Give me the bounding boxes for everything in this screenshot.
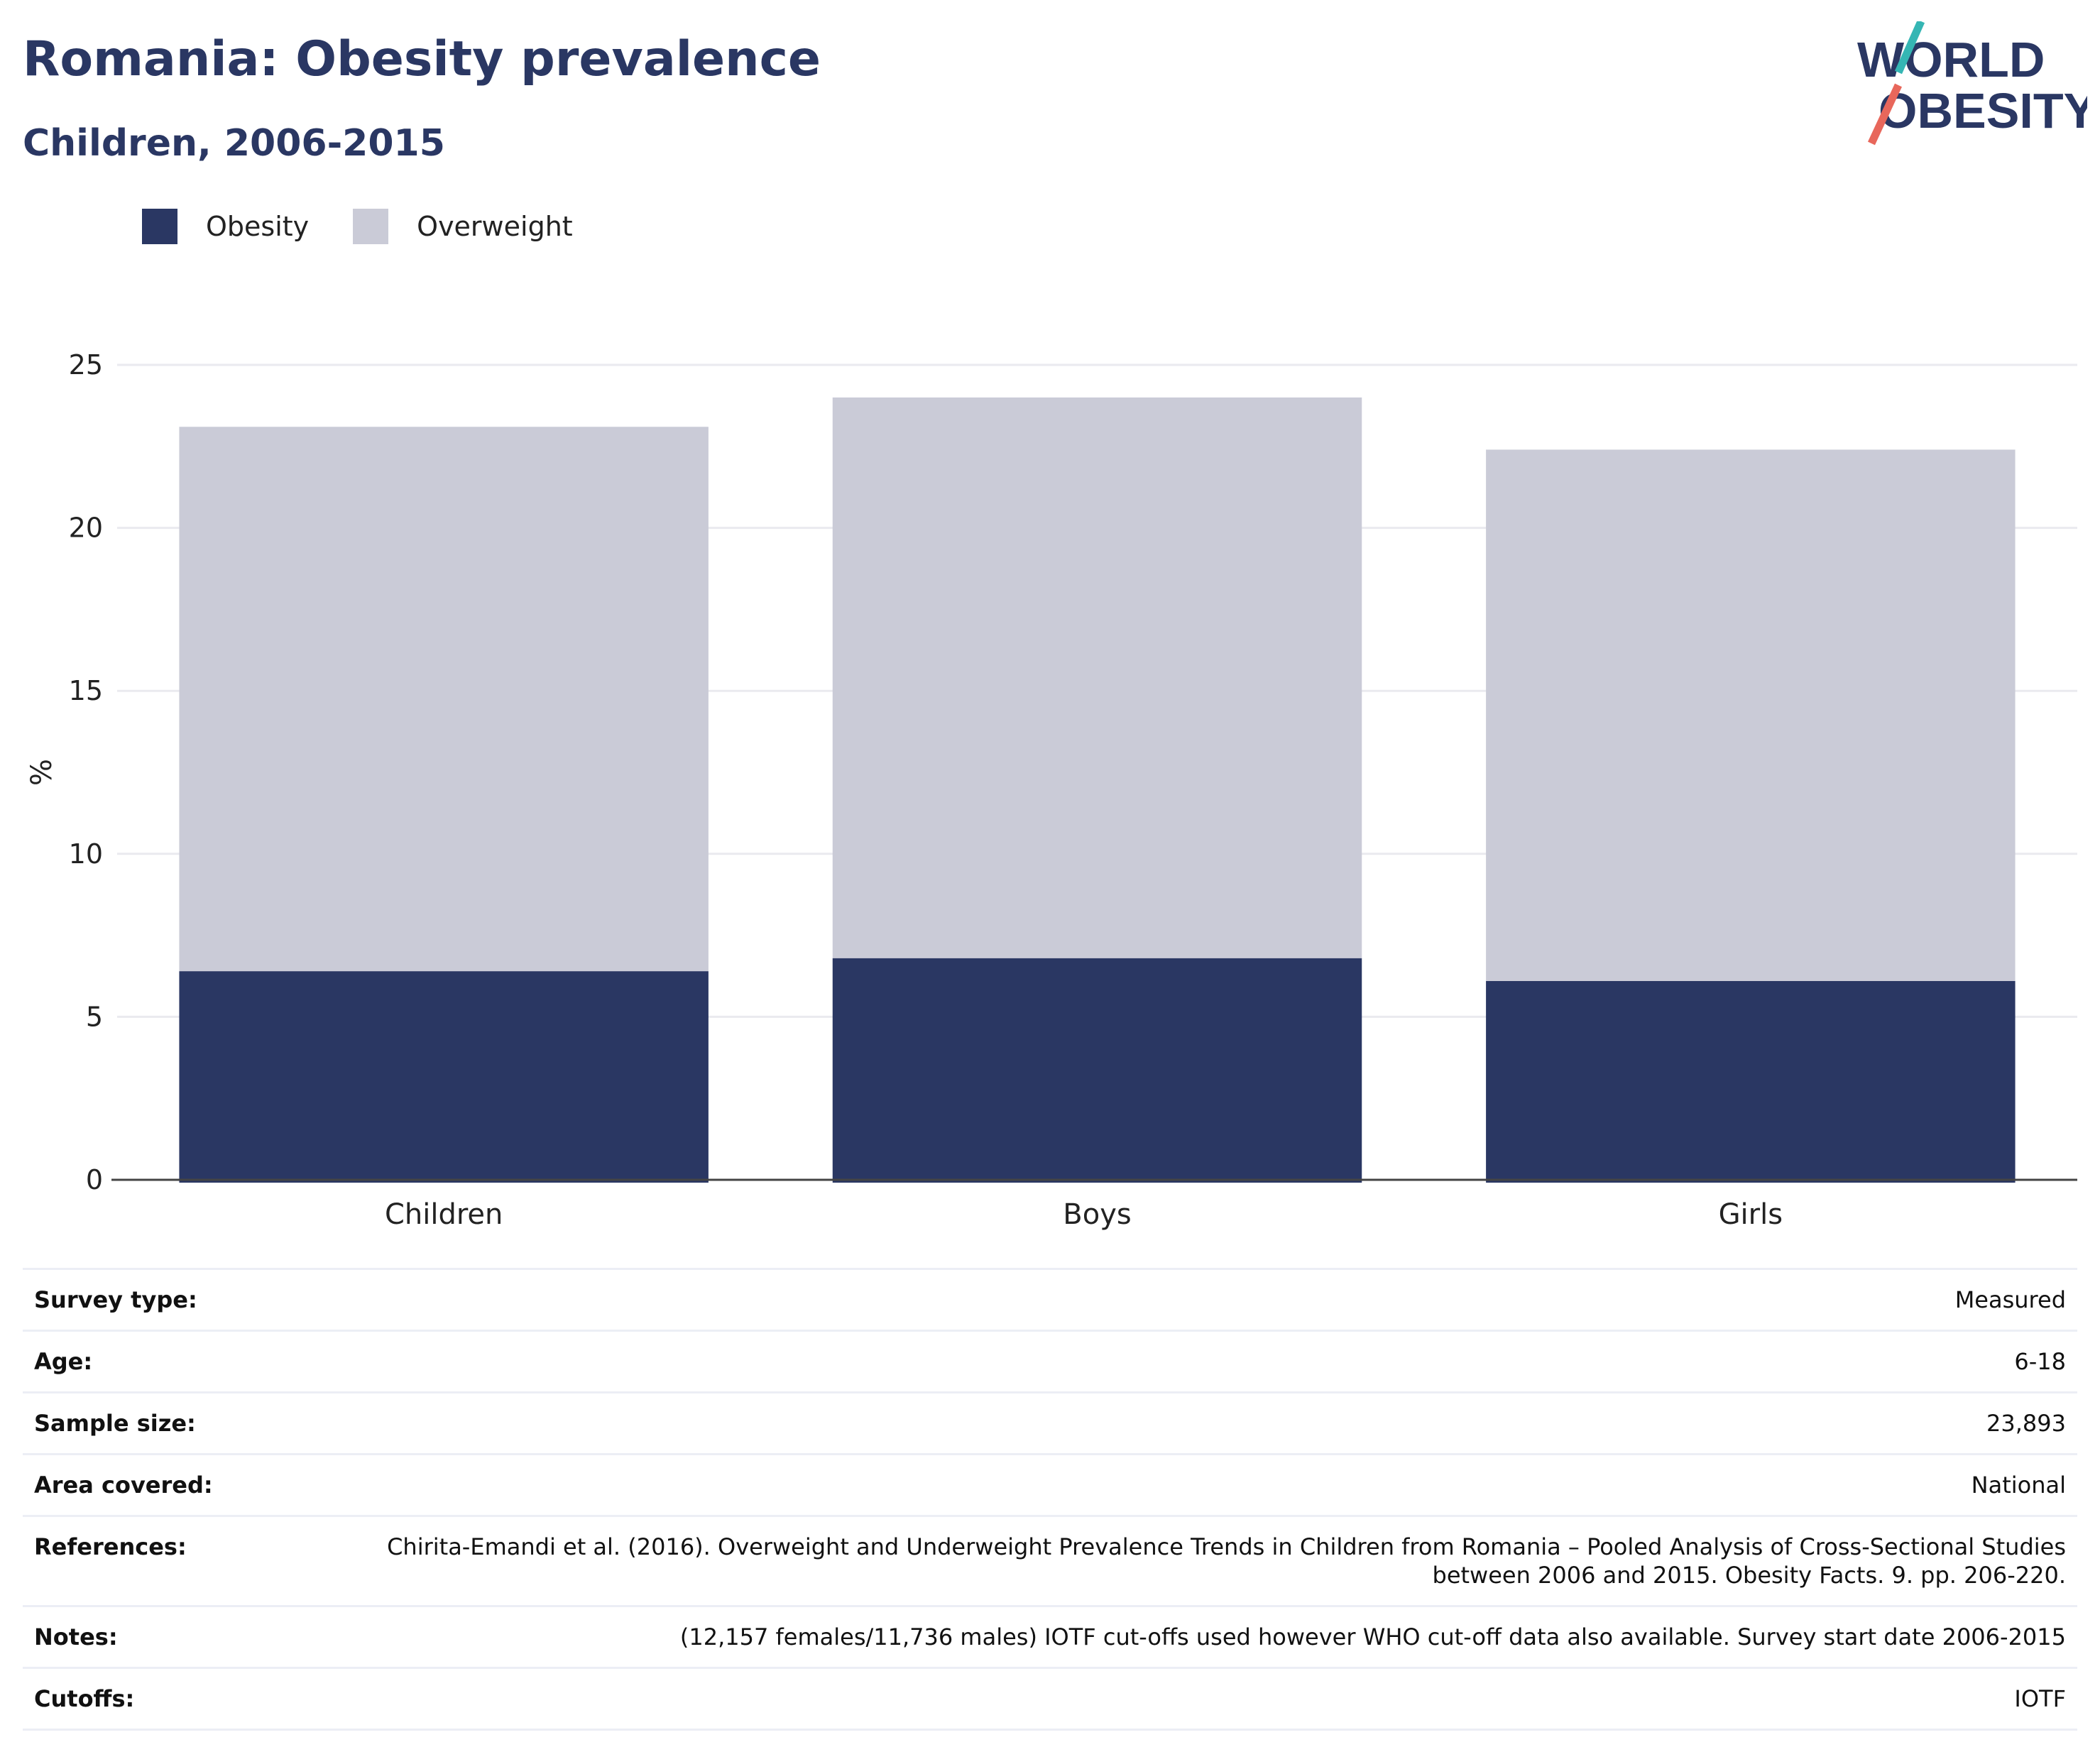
x-tick-label: Boys [1063,1198,1131,1231]
page-title: Romania: Obesity prevalence [23,31,821,87]
y-axis-label: % [26,759,58,786]
info-value: Measured [301,1268,2077,1331]
info-row: Cutoffs: IOTF [23,1667,2077,1731]
info-label: Notes: [23,1605,301,1668]
axes: 0 5 10 15 20 25% Children Boys Girls [26,349,2077,1231]
info-row: Notes: (12,157 females/11,736 males) IOTF… [23,1605,2077,1668]
logo-slash-coral [1868,83,1902,146]
y-tick-label: 5 [86,1001,103,1032]
info-label: Cutoffs: [23,1667,301,1731]
y-tick-label: 10 [69,838,103,870]
chart-legend: Obesity Overweight [142,209,617,244]
stacked-bar-chart: 0 5 10 15 20 25% Children Boys Girls [26,349,2077,1231]
bar-overweight-boys [832,397,1362,958]
page-subtitle: Children, 2006-2015 [23,122,445,165]
bars [179,397,2016,1183]
info-row: Area covered: National [23,1453,2077,1516]
y-tick-label: 0 [86,1164,103,1195]
info-value: IOTF [301,1667,2077,1731]
legend-swatch-obesity [142,209,177,244]
info-label: Area covered: [23,1453,301,1516]
legend-label-obesity: Obesity [206,211,310,242]
info-row: References: Chirita-Emandi et al. (2016).… [23,1515,2077,1606]
bar-overweight-children [179,427,709,972]
info-label: Sample size: [23,1391,301,1455]
info-value: National [301,1453,2077,1516]
info-value: Chirita-Emandi et al. (2016). Overweight… [301,1515,2077,1606]
logo-line-2: OBESITY [1878,83,2087,138]
info-label: Survey type: [23,1268,301,1331]
y-tick-label: 15 [69,675,103,706]
info-row: Sample size: 23,893 [23,1391,2077,1455]
bar-overweight-girls [1486,449,2016,981]
y-tick-label: 20 [69,513,103,544]
bar-obesity-children [179,971,709,1183]
info-value: 6-18 [301,1330,2077,1393]
survey-info-table: Survey type: Measured Age: 6-18 Sample size:… [23,1268,2077,1731]
world-obesity-logo: WORLD OBESITY [1857,21,2087,146]
logo-slash-teal [1894,21,1925,75]
info-row: Age: 6-18 [23,1330,2077,1393]
info-label: References: [23,1515,301,1606]
info-label: Age: [23,1330,301,1393]
legend-swatch-overweight [353,209,389,244]
y-tick-label: 25 [69,349,103,380]
legend-item-overweight: Overweight [353,209,573,244]
legend-item-obesity: Obesity [142,209,309,244]
x-tick-label: Children [385,1198,503,1231]
legend-label-overweight: Overweight [417,211,573,242]
info-value: 23,893 [301,1391,2077,1455]
logo-line-1: WORLD [1857,32,2045,87]
info-row: Survey type: Measured [23,1268,2077,1331]
x-tick-label: Girls [1719,1198,1783,1231]
info-value: (12,157 females/11,736 males) IOTF cut-o… [301,1605,2077,1668]
bar-obesity-boys [832,958,1362,1183]
bar-obesity-girls [1486,980,2016,1183]
